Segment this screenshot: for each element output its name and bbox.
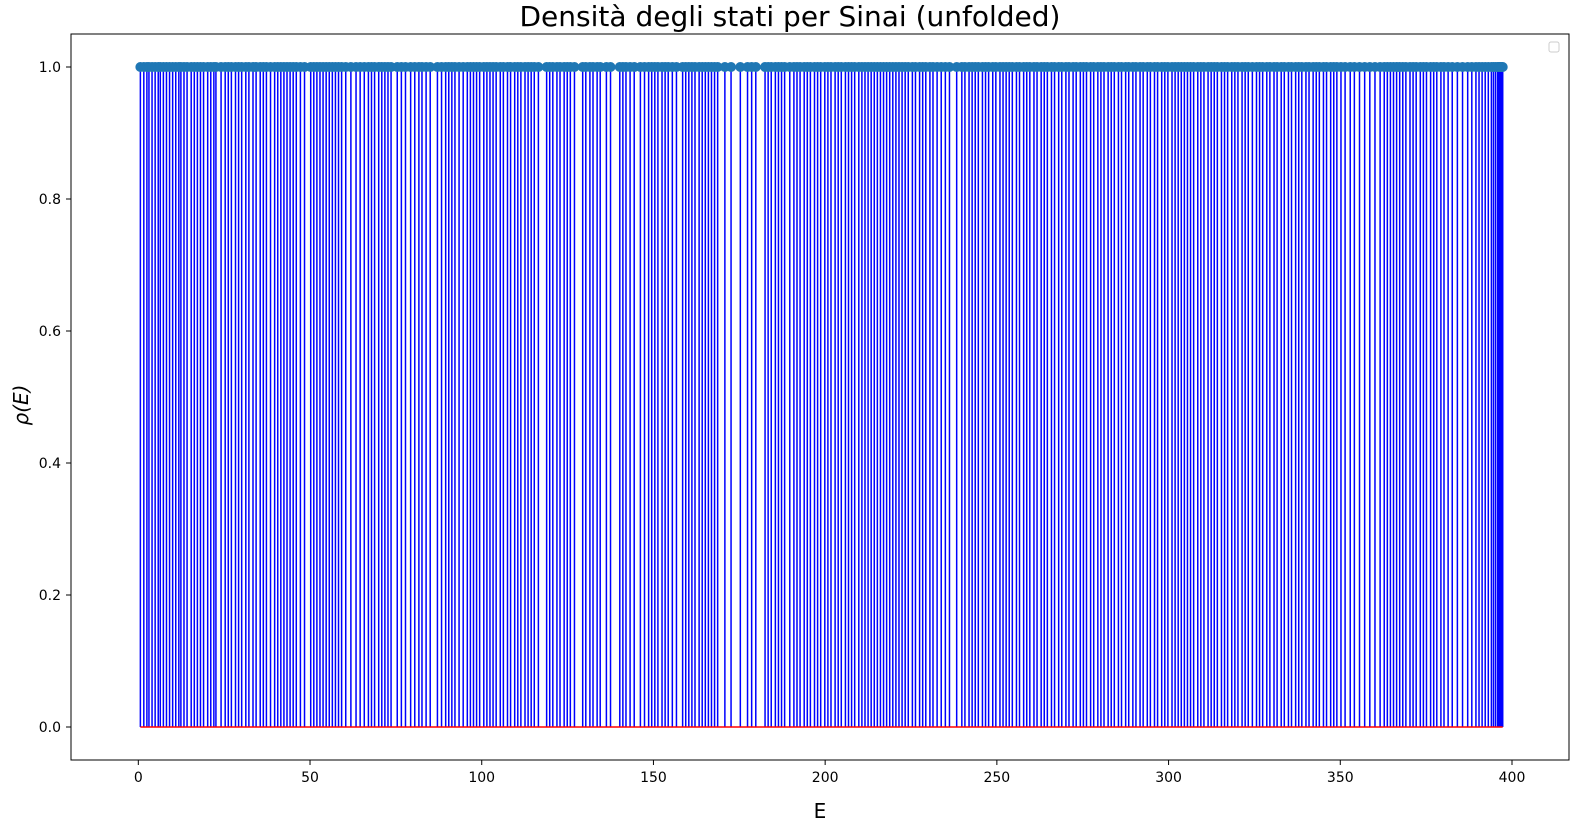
y-tick-label: 1.0 [39,60,61,76]
y-axis-label: ρ(E) [9,385,33,426]
stem-marker [605,62,616,72]
legend-box [1548,41,1560,53]
y-tick-label: 0.0 [39,720,61,736]
y-tick-label: 0.2 [39,588,61,604]
stem-marker [712,62,723,72]
stem-marker [425,62,436,72]
y-tick-label: 0.8 [39,192,61,208]
y-tick-label: 0.4 [39,456,61,472]
stem-lines [139,67,1504,727]
stem-marker [726,62,737,72]
x-tick-label: 250 [983,770,1010,786]
stem-marker [569,62,580,72]
y-tick-label: 0.6 [39,324,61,340]
stem-marker [750,62,761,72]
x-tick-label: 100 [468,770,495,786]
plot-area [70,33,1570,761]
x-tick-label: 350 [1327,770,1354,786]
y-axis-ticks: 0.0 0.2 0.4 0.6 0.8 1.0 [39,60,71,736]
x-tick-label: 200 [812,770,839,786]
stem-markers [135,62,1508,72]
stem-marker [1497,62,1508,72]
x-tick-label: 150 [640,770,667,786]
stem-marker [944,62,955,72]
x-axis-label: E [814,799,827,823]
x-tick-label: 300 [1155,770,1182,786]
stem-marker [735,62,746,72]
chart-title: Densità degli stati per Sinai (unfolded) [520,0,1061,33]
x-tick-label: 0 [134,770,143,786]
x-tick-label: 50 [301,770,319,786]
x-axis-ticks: 0 50 100 150 200 250 300 350 400 [134,760,1526,786]
stem-marker [533,62,544,72]
x-tick-label: 400 [1499,770,1526,786]
